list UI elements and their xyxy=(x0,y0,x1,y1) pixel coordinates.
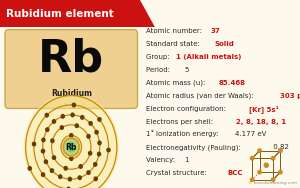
Circle shape xyxy=(250,178,254,181)
Text: Atomic radius (van der Waals):: Atomic radius (van der Waals): xyxy=(146,92,255,99)
Circle shape xyxy=(81,116,84,119)
Text: Solid: Solid xyxy=(215,41,235,47)
Text: 1 (Alkali metals): 1 (Alkali metals) xyxy=(176,54,241,60)
Text: Electron configuration:: Electron configuration: xyxy=(146,106,228,112)
Text: Rb: Rb xyxy=(38,38,104,81)
Circle shape xyxy=(250,157,254,160)
Circle shape xyxy=(72,103,76,107)
Text: Electronegativity (Pauling):: Electronegativity (Pauling): xyxy=(146,144,243,151)
Circle shape xyxy=(95,130,98,134)
Circle shape xyxy=(65,140,77,154)
Text: 85.468: 85.468 xyxy=(219,80,246,86)
Circle shape xyxy=(279,170,282,174)
Circle shape xyxy=(70,134,73,137)
Circle shape xyxy=(68,177,71,181)
Circle shape xyxy=(98,152,100,156)
Text: st: st xyxy=(151,129,154,133)
Text: Rubidium: Rubidium xyxy=(51,89,92,99)
Text: [Kr] 5s¹: [Kr] 5s¹ xyxy=(249,105,279,113)
Text: Group:: Group: xyxy=(146,54,171,60)
Text: Rb: Rb xyxy=(66,143,77,152)
Circle shape xyxy=(271,157,275,160)
Text: BCC: BCC xyxy=(228,170,243,176)
Text: 303 pm: 303 pm xyxy=(280,93,300,99)
Text: Valency:: Valency: xyxy=(146,157,177,163)
Circle shape xyxy=(89,122,92,125)
Circle shape xyxy=(67,142,76,152)
Text: 5: 5 xyxy=(184,67,189,73)
Circle shape xyxy=(94,177,97,181)
Circle shape xyxy=(32,142,36,146)
Text: Atomic number:: Atomic number: xyxy=(146,28,204,34)
Circle shape xyxy=(258,170,261,174)
Circle shape xyxy=(63,138,80,156)
Circle shape xyxy=(87,135,90,138)
Text: 4.177 eV: 4.177 eV xyxy=(235,131,266,137)
Circle shape xyxy=(45,113,48,117)
Text: Rubidium element: Rubidium element xyxy=(6,9,114,19)
Text: Electrons per shell:: Electrons per shell: xyxy=(146,119,215,125)
Circle shape xyxy=(64,167,67,170)
Circle shape xyxy=(88,152,92,155)
Text: ionization energy:: ionization energy: xyxy=(156,131,220,137)
Circle shape xyxy=(59,175,62,178)
Text: 1: 1 xyxy=(146,131,150,137)
FancyBboxPatch shape xyxy=(5,30,137,108)
Circle shape xyxy=(279,149,282,152)
Circle shape xyxy=(51,139,54,143)
Circle shape xyxy=(41,149,44,153)
Circle shape xyxy=(28,167,32,170)
Text: © knordslearning.com: © knordslearning.com xyxy=(248,181,297,185)
Circle shape xyxy=(107,148,110,152)
Circle shape xyxy=(52,120,56,123)
Circle shape xyxy=(78,176,81,180)
Circle shape xyxy=(70,157,73,160)
Circle shape xyxy=(44,160,47,164)
Text: 37: 37 xyxy=(210,28,220,34)
Text: 0.82: 0.82 xyxy=(271,144,289,150)
Circle shape xyxy=(71,113,74,117)
Circle shape xyxy=(79,165,82,168)
Circle shape xyxy=(46,128,49,131)
Circle shape xyxy=(271,178,275,181)
Text: Crystal structure:: Crystal structure: xyxy=(146,170,209,176)
Circle shape xyxy=(24,94,118,188)
Circle shape xyxy=(264,163,268,167)
Circle shape xyxy=(75,124,78,127)
Circle shape xyxy=(60,126,63,129)
Circle shape xyxy=(61,114,64,118)
Circle shape xyxy=(98,118,101,121)
Circle shape xyxy=(98,141,101,145)
Text: 1: 1 xyxy=(184,157,189,163)
Circle shape xyxy=(42,138,45,142)
Text: Standard state:: Standard state: xyxy=(146,41,202,47)
Text: Atomic mass (u):: Atomic mass (u): xyxy=(146,80,207,86)
Polygon shape xyxy=(0,0,155,27)
Circle shape xyxy=(258,149,261,152)
Circle shape xyxy=(67,187,70,188)
Circle shape xyxy=(94,163,97,166)
Circle shape xyxy=(50,169,53,172)
Text: Period:: Period: xyxy=(146,67,174,73)
Circle shape xyxy=(41,173,45,176)
Text: 2, 8, 18, 8, 1: 2, 8, 18, 8, 1 xyxy=(236,119,286,125)
Circle shape xyxy=(52,156,56,159)
Circle shape xyxy=(87,171,90,174)
